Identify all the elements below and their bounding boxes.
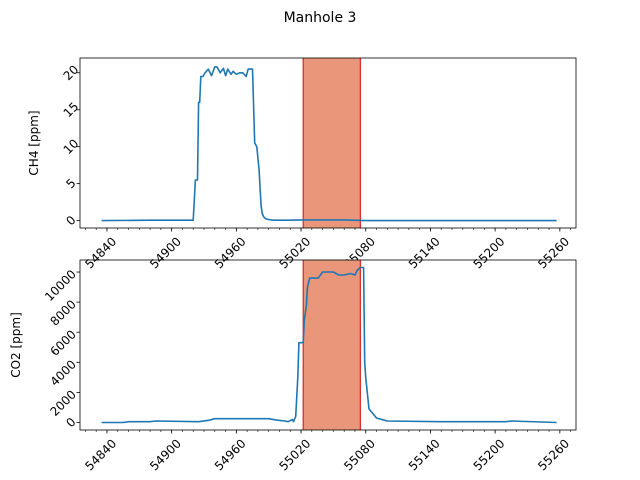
figure-title: Manhole 3 [284,10,357,26]
co2-y-axis-label: CO2 [ppm] [9,312,23,378]
co2-shaded-region [303,260,361,430]
ch4-series-line [101,66,557,222]
co2-axes-frame [79,259,577,431]
co2-series-line [101,266,557,424]
ch4-shaded-region [303,58,361,228]
ch4-y-axis-label: CH4 [ppm] [27,110,41,175]
ch4-axes-frame [79,57,577,229]
